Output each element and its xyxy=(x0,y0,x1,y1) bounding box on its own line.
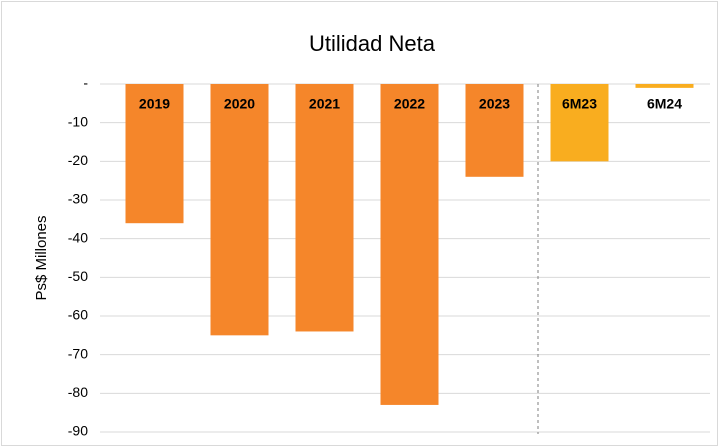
y-tick-label: -20 xyxy=(68,152,88,168)
y-tick-label: -90 xyxy=(68,423,88,439)
y-axis-label: Ps$ Millones xyxy=(33,215,50,300)
category-label: 2019 xyxy=(139,96,170,112)
bar xyxy=(550,84,609,162)
y-tick-label: -60 xyxy=(68,307,88,323)
bar xyxy=(380,84,439,405)
y-tick-label: -70 xyxy=(68,345,88,361)
bar xyxy=(465,84,524,177)
category-label: 6M24 xyxy=(647,96,682,112)
y-tick-label: -10 xyxy=(68,113,88,129)
category-label: 2021 xyxy=(309,96,340,112)
category-label: 2023 xyxy=(479,96,510,112)
y-tick-label: -50 xyxy=(68,268,88,284)
category-label: 6M23 xyxy=(562,96,597,112)
category-label: 2020 xyxy=(224,96,255,112)
y-tick-label: -30 xyxy=(68,191,88,207)
bar xyxy=(295,84,354,332)
bar xyxy=(125,84,184,224)
category-label: 2022 xyxy=(394,96,425,112)
y-tick-label: - xyxy=(83,75,88,91)
y-tick-label: -80 xyxy=(68,384,88,400)
bar xyxy=(635,84,694,88)
bar xyxy=(210,84,269,336)
chart-title: Utilidad Neta xyxy=(309,31,436,56)
y-tick-label: -40 xyxy=(68,229,88,245)
